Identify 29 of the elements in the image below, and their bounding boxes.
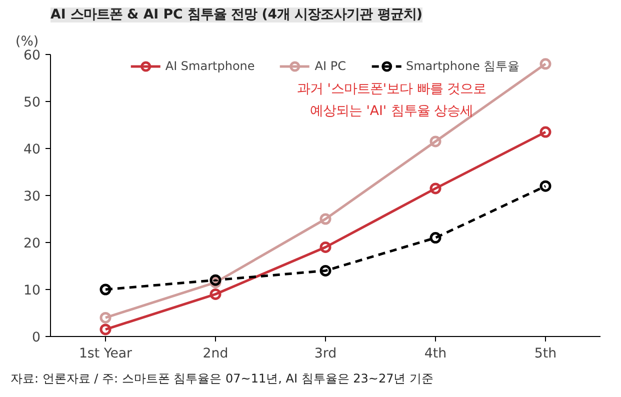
x-tick-label: 3rd [314, 346, 337, 362]
point [320, 241, 332, 253]
chart-title: AI 스마트폰 & AI PC 침투율 전망 (4개 시장조사기관 평균치) [50, 8, 422, 22]
point [210, 274, 222, 286]
y-tick-label: 60 [24, 48, 41, 64]
point [430, 182, 442, 194]
x-tick-label: 2nd [202, 346, 228, 362]
point [100, 284, 112, 296]
text: 자료: 언론자료 / 주: 스마트폰 침투율은 07~11년, AI 침투율은 23~27년 기준 [10, 372, 434, 386]
point [210, 288, 222, 300]
x-tick-label: 5th [534, 346, 557, 362]
legend-label: Smartphone 침투율 [406, 58, 520, 74]
point [320, 213, 332, 225]
y-tick-label: 0 [32, 330, 41, 346]
y-tick-label: 40 [24, 142, 41, 158]
point [430, 232, 442, 244]
annotation: 과거 '스마트폰'보다 빠를 것으로 예상되는 'AI' 침투율 상승세 [296, 82, 486, 119]
y-tick-label: 20 [24, 236, 41, 252]
x-tick-label: 1st Year [78, 346, 133, 362]
point [540, 180, 552, 192]
y-tick-label: 10 [24, 284, 41, 298]
y-axis-title: (%) [16, 34, 39, 50]
legend-label: AI Smartphone [165, 59, 255, 73]
y-tick-label: 50 [24, 96, 41, 110]
x-tick-label: 4th [424, 346, 447, 362]
y-tick-label: 30 [24, 190, 41, 204]
point [320, 264, 332, 276]
legend-label: AI PC [314, 59, 346, 73]
point [430, 136, 442, 148]
